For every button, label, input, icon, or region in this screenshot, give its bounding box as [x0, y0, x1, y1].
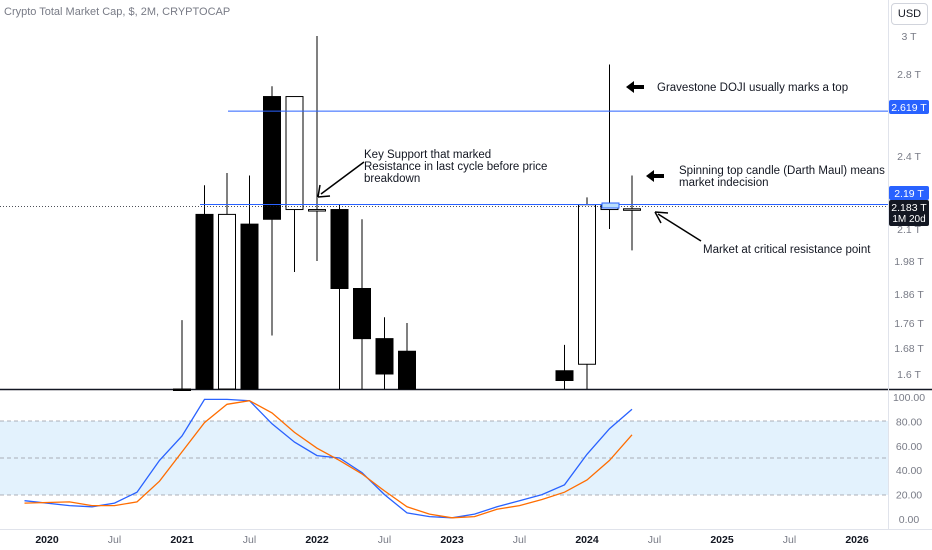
candle-body: [375, 338, 394, 375]
annotation-critical-resistance-text: Market at critical resistance point: [703, 244, 871, 256]
svg-text:2.183 T: 2.183 T: [891, 202, 927, 214]
annotation-gravestone-text: Gravestone DOJI usually marks a top: [657, 82, 848, 94]
time-tick-label: Jul: [513, 534, 526, 546]
stoch-tick-label: 80.00: [896, 416, 922, 428]
candle-body: [308, 209, 326, 212]
candle-body: [263, 96, 281, 220]
candle: [240, 175, 259, 390]
stoch-tick-label: 60.00: [896, 441, 922, 453]
candle: [263, 86, 281, 336]
time-tick-label: 2024: [575, 534, 599, 546]
time-tick-label: Jul: [378, 534, 391, 546]
time-tick-label: Jul: [243, 534, 256, 546]
candles-layer: [173, 36, 641, 391]
svg-text:1M 20d: 1M 20d: [892, 214, 925, 225]
candle: [353, 219, 371, 389]
arrow-left-icon: [646, 170, 664, 182]
price-label-current: 2.183 T 1M 20d: [889, 200, 929, 226]
candle: [398, 323, 416, 390]
stochastic-layer: [24, 398, 633, 519]
candle-body: [218, 213, 236, 390]
symbol-title: Crypto Total Market Cap, $, 2M, CRYPTOCA…: [4, 6, 231, 18]
candle: [195, 185, 214, 390]
annotation-arrow-line: [320, 161, 365, 195]
price-tick-label: 2.4 T: [897, 151, 921, 163]
candle-body: [578, 204, 596, 365]
horizontal-lines-layer: [0, 110, 888, 209]
price-tick-label: 1.98 T: [894, 256, 924, 268]
price-tick-label: 1.76 T: [894, 318, 924, 330]
time-tick-label: 2025: [710, 534, 734, 546]
stoch-k-line: [24, 398, 633, 519]
price-tick-label: 1.86 T: [894, 289, 924, 301]
candle-body: [240, 223, 259, 390]
candle-body: [195, 213, 214, 390]
time-tick-label: Jul: [108, 534, 121, 546]
price-tick-label: 1.6 T: [897, 369, 921, 381]
svg-text:2.19 T: 2.19 T: [894, 188, 924, 200]
arrow-left-icon: [626, 81, 644, 93]
candle-body: [623, 208, 641, 211]
candle-body: [330, 209, 349, 290]
arrow-head-icon: [654, 211, 669, 224]
candle: [218, 173, 236, 390]
candle-body: [353, 288, 371, 340]
annotation-spinning-top-text: Spinning top candle (Darth Maul) means m…: [679, 165, 888, 189]
time-tick-label: 2020: [35, 534, 59, 546]
axes-layer: 3 T 2.8 T 2.4 T 2.1 T 1.98 T 1.86 T 1.76 T 1.68…: [35, 31, 925, 546]
candle: [375, 317, 394, 389]
candle: [308, 36, 326, 261]
candle: [173, 320, 191, 391]
candle-body: [555, 370, 574, 381]
candle-body: [285, 96, 304, 211]
price-tick-label: 1.68 T: [894, 343, 924, 355]
time-tick-label: Jul: [783, 534, 796, 546]
candle: [555, 344, 574, 389]
time-tick-label: Jul: [648, 534, 661, 546]
price-tick-label: 2.1 T: [897, 224, 921, 236]
stoch-d-line: [24, 400, 633, 519]
annotation-key-support-text: Key Support that marked Resistance in la…: [364, 149, 551, 185]
candle-body: [173, 388, 191, 391]
stoch-tick-label: 100.00: [893, 392, 925, 404]
annotation-gravestone[interactable]: Gravestone DOJI usually marks a top: [626, 81, 848, 94]
stoch-tick-label: 0.00: [899, 514, 920, 526]
candle: [330, 204, 349, 389]
candle: [623, 175, 641, 251]
time-tick-label: 2021: [170, 534, 194, 546]
doji-highlight: [601, 202, 620, 209]
annotation-key-support[interactable]: Key Support that marked Resistance in la…: [317, 149, 551, 198]
arrow-head-icon: [317, 184, 331, 198]
currency-button[interactable]: USD: [891, 3, 928, 25]
price-label-2-19: 2.19 T: [889, 186, 929, 200]
price-tick-label: 3 T: [902, 31, 918, 43]
annotation-arrow-line: [657, 213, 702, 242]
annotation-critical-resistance[interactable]: Market at critical resistance point: [654, 211, 871, 256]
stoch-tick-label: 40.00: [896, 465, 922, 477]
time-tick-label: 2026: [845, 534, 869, 546]
candle-body: [398, 350, 416, 390]
time-tick-label: 2022: [305, 534, 329, 546]
price-label-resistance: 2.619 T: [889, 100, 929, 114]
price-tick-label: 2.8 T: [897, 69, 921, 81]
svg-text:2.619 T: 2.619 T: [891, 102, 927, 114]
candle: [578, 197, 596, 389]
annotation-spinning-top[interactable]: Spinning top candle (Darth Maul) means m…: [646, 165, 888, 189]
stoch-tick-label: 20.00: [896, 490, 922, 502]
time-tick-label: 2023: [440, 534, 464, 546]
candle: [285, 96, 304, 272]
